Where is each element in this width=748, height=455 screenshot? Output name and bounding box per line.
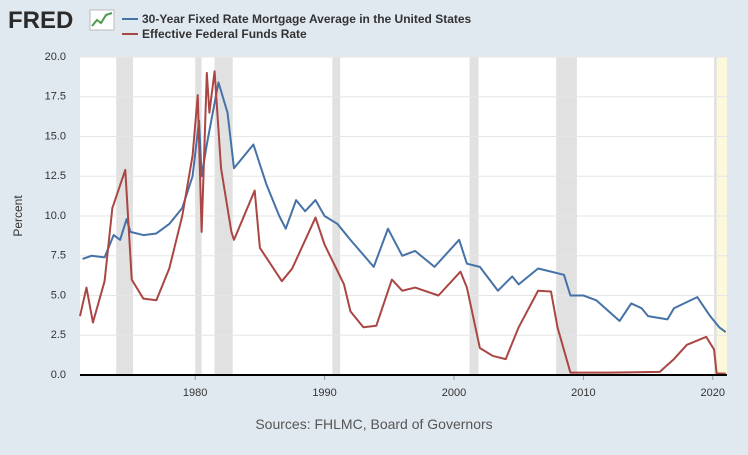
y-tick-label: 7.5 xyxy=(51,250,66,262)
y-tick-label: 10.0 xyxy=(45,210,66,222)
x-tick-label: 1990 xyxy=(312,387,336,399)
x-tick-label: 2020 xyxy=(701,387,725,399)
logo: FRED xyxy=(8,7,73,34)
series-line xyxy=(82,81,727,333)
y-tick-label: 0.0 xyxy=(51,369,66,381)
x-tick-label: 2010 xyxy=(571,387,595,399)
x-tick-label: 1980 xyxy=(183,387,207,399)
logo-icon xyxy=(89,9,115,31)
series-line xyxy=(79,70,726,375)
legend-label: 30-Year Fixed Rate Mortgage Average in t… xyxy=(142,12,472,26)
y-tick-label: 15.0 xyxy=(45,130,66,142)
x-tick-label: 2000 xyxy=(442,387,466,399)
y-tick-label: 12.5 xyxy=(45,170,66,182)
y-tick-label: 2.5 xyxy=(51,329,66,341)
source: Sources: FHLMC, Board of Governors xyxy=(255,416,492,432)
y-axis-title: Percent xyxy=(11,195,25,237)
y-tick-label: 5.0 xyxy=(51,289,66,301)
y-tick-label: 20.0 xyxy=(45,51,66,63)
legend-label: Effective Federal Funds Rate xyxy=(142,27,307,41)
y-tick-label: 17.5 xyxy=(45,91,66,103)
